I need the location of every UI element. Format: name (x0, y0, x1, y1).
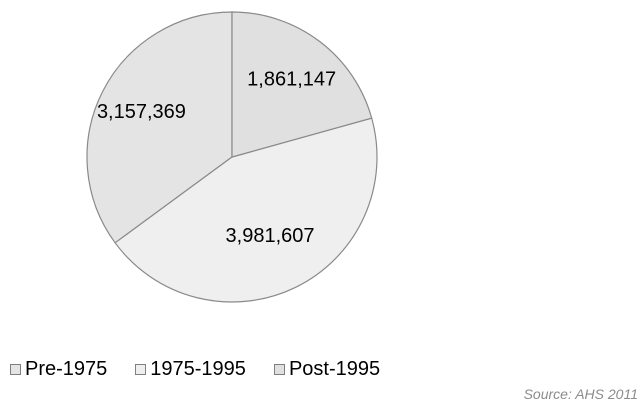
pie-slice-post-1995 (231, 11, 373, 158)
legend-swatch-1975-1995 (135, 364, 147, 375)
pie-slice-1975-1995 (114, 117, 378, 303)
pie-slice-pre-1975 (86, 11, 233, 244)
legend-label-pre-1975: Pre-1975 (25, 358, 108, 380)
legend: Pre-1975 1975-1995 Post-1995 (10, 358, 408, 381)
legend-item-post-1995: Post-1995 (273, 358, 381, 381)
legend-item-1975-1995: 1975-1995 (135, 358, 246, 381)
legend-label-post-1995: Post-1995 (288, 358, 381, 380)
data-label-1975-1995: 3,981,607 (226, 225, 315, 247)
data-label-post-1995: 1,861,147 (247, 68, 336, 90)
legend-item-pre-1975: Pre-1975 (10, 358, 107, 381)
legend-label-1975-1995: 1975-1995 (150, 358, 246, 380)
source-note: Source: AHS 2011 (523, 386, 638, 402)
data-label-pre-1975: 3,157,369 (97, 101, 186, 123)
legend-swatch-pre-1975 (10, 364, 21, 375)
legend-swatch-post-1995 (273, 364, 285, 375)
